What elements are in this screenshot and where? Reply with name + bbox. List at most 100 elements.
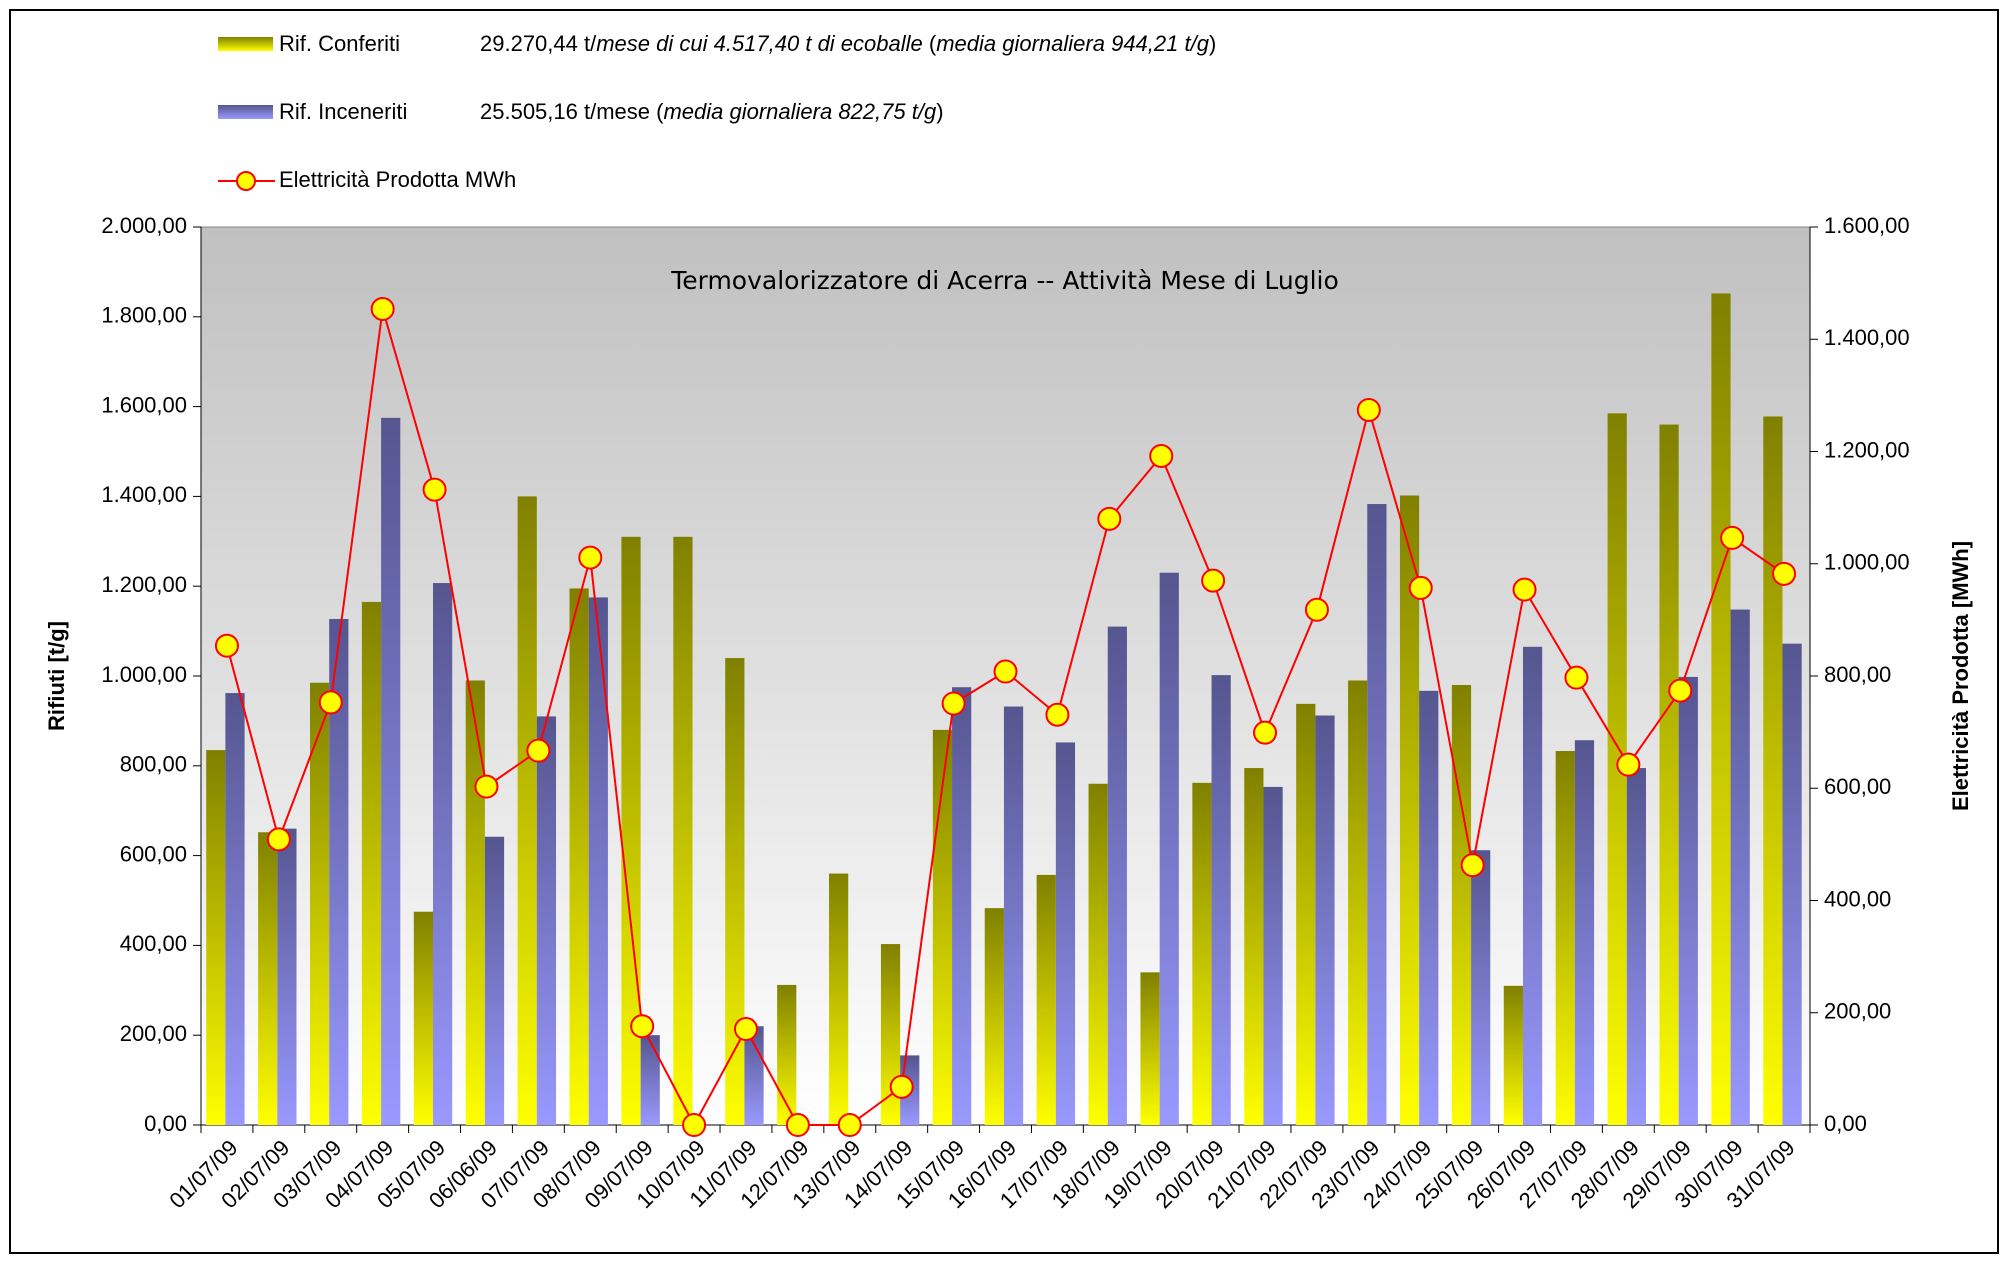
y-tick-label: 800,00 [120, 752, 187, 777]
bar [1192, 782, 1212, 1125]
bar [1471, 850, 1491, 1125]
bar [829, 873, 849, 1125]
bar [225, 693, 245, 1125]
bar [1419, 690, 1439, 1125]
marker [630, 1014, 655, 1039]
bar [1140, 972, 1160, 1125]
y2-tick-label: 400,00 [1824, 886, 1891, 911]
y-tick-label: 1.400,00 [101, 482, 187, 507]
bar [1055, 742, 1076, 1125]
legend-note-part: ) [1209, 31, 1216, 56]
bar [1315, 715, 1335, 1125]
bar [621, 536, 641, 1125]
y2-tick-label: 600,00 [1824, 774, 1891, 799]
y-tick-label: 600,00 [120, 841, 187, 866]
legend-note-part: ) [936, 99, 943, 124]
y-tick-label: 1.200,00 [101, 572, 187, 597]
bar [517, 496, 537, 1125]
bar [309, 682, 330, 1125]
marker [1201, 568, 1226, 593]
y-tick-label: 1.800,00 [101, 303, 187, 328]
marker [370, 296, 395, 321]
legend-label: Rif. Conferiti [279, 31, 400, 56]
marker [1149, 443, 1174, 468]
bar [536, 716, 557, 1125]
bar [1607, 413, 1627, 1126]
y-tick-label: 200,00 [120, 1021, 187, 1046]
marker [1512, 577, 1537, 602]
bar [413, 911, 434, 1125]
marker [526, 738, 551, 763]
marker [1356, 397, 1381, 422]
bar [588, 597, 608, 1125]
bar [206, 750, 226, 1125]
y2-tick-label: 1.400,00 [1824, 325, 1910, 350]
bar [1659, 424, 1679, 1125]
marker [837, 1113, 862, 1137]
marker [214, 633, 239, 658]
bar [1626, 768, 1646, 1125]
bar [673, 536, 693, 1125]
bar [1730, 609, 1750, 1125]
bar [640, 1035, 660, 1125]
legend-label: Elettricità Prodotta MWh [279, 167, 516, 192]
legend-label: Rif. Inceneriti [279, 99, 407, 124]
marker [733, 1017, 758, 1042]
marker [578, 545, 603, 570]
bar [277, 828, 297, 1125]
bar [725, 658, 745, 1125]
y2-axis-title: Elettricità Prodotta [MWh] [1948, 541, 1973, 811]
legend-note-part: 25.505,16 t/mese ( [480, 99, 664, 124]
bar [329, 618, 349, 1125]
bar [1399, 495, 1420, 1125]
y-tick-label: 1.600,00 [101, 392, 187, 417]
legend-note-part: mese di cui 4.517,40 t di ecoballe [596, 31, 923, 56]
bar [1107, 626, 1127, 1125]
marker [1616, 752, 1641, 777]
bar [1555, 750, 1575, 1125]
bar [1263, 786, 1283, 1125]
bar [381, 417, 401, 1125]
bar [484, 836, 505, 1125]
bar [433, 583, 453, 1125]
legend-note-part: 29.270,44 t/ [480, 31, 597, 56]
legend-note-part: media giornaliera 822,75 t/g [663, 99, 936, 124]
legend-note: 29.270,44 t/mese di cui 4.517,40 t di ec… [480, 31, 1216, 56]
marker [266, 827, 291, 852]
y-axis-title: Rifiuti [t/g] [44, 621, 69, 731]
y2-tick-label: 1.000,00 [1824, 550, 1910, 575]
legend-note: 25.505,16 t/mese (media giornaliera 822,… [480, 99, 944, 124]
marker [1564, 665, 1589, 690]
marker [682, 1113, 707, 1137]
marker [474, 774, 499, 799]
marker [941, 691, 966, 716]
bar [1036, 874, 1056, 1125]
legend-note-part: ( [923, 31, 937, 56]
y2-tick-label: 0,00 [1824, 1111, 1867, 1136]
bar [1782, 643, 1802, 1125]
legend-swatch [218, 105, 273, 119]
marker [1460, 853, 1485, 878]
marker [1304, 597, 1329, 622]
bar [1244, 768, 1264, 1125]
legend-marker [236, 171, 256, 191]
bar [1211, 675, 1231, 1125]
y2-tick-label: 200,00 [1824, 999, 1891, 1024]
bar [777, 984, 797, 1125]
bar [1451, 684, 1472, 1125]
bar [744, 1026, 764, 1125]
legend-swatch [218, 37, 273, 51]
bar [1711, 293, 1731, 1125]
bar [1003, 706, 1024, 1125]
marker [1408, 575, 1433, 600]
marker [1668, 678, 1693, 703]
marker [889, 1074, 914, 1099]
y-tick-label: 2.000,00 [101, 213, 187, 238]
bar [1348, 680, 1368, 1125]
bar [1088, 783, 1108, 1125]
bar [1503, 985, 1523, 1125]
legend-note-part: media giornaliera 944,21 t/g [936, 31, 1209, 56]
bar [465, 680, 485, 1125]
marker [1045, 702, 1070, 727]
